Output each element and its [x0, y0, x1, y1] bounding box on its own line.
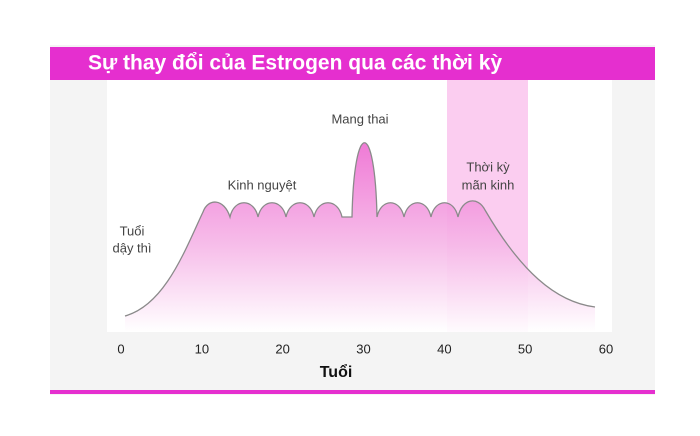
- x-tick-label: 10: [195, 341, 209, 356]
- annotation: dậy thì: [112, 240, 151, 255]
- x-tick-label: 40: [437, 341, 451, 356]
- title: Sự thay đổi của Estrogen qua các thời kỳ: [88, 52, 502, 75]
- x-axis: 0 10 20 30 40 50 60: [117, 341, 613, 356]
- x-tick-label: 60: [599, 341, 613, 356]
- title-bar: [50, 47, 655, 80]
- annotation: Mang thai: [331, 111, 388, 126]
- annotation: Thời kỳ: [466, 159, 510, 174]
- estrogen-area: [125, 142, 595, 332]
- x-tick-label: 20: [275, 341, 289, 356]
- x-tick-label: 50: [518, 341, 532, 356]
- estrogen-curve: [124, 142, 596, 317]
- annotation: mãn kinh: [462, 177, 515, 192]
- annotation: Tuổi: [120, 223, 145, 238]
- x-tick-label: 30: [356, 341, 370, 356]
- annotation: Kinh nguyệt: [228, 177, 297, 192]
- x-tick-label: 0: [117, 341, 124, 356]
- axis-label: Tuổi: [320, 363, 353, 381]
- bottom-bar: [50, 390, 655, 394]
